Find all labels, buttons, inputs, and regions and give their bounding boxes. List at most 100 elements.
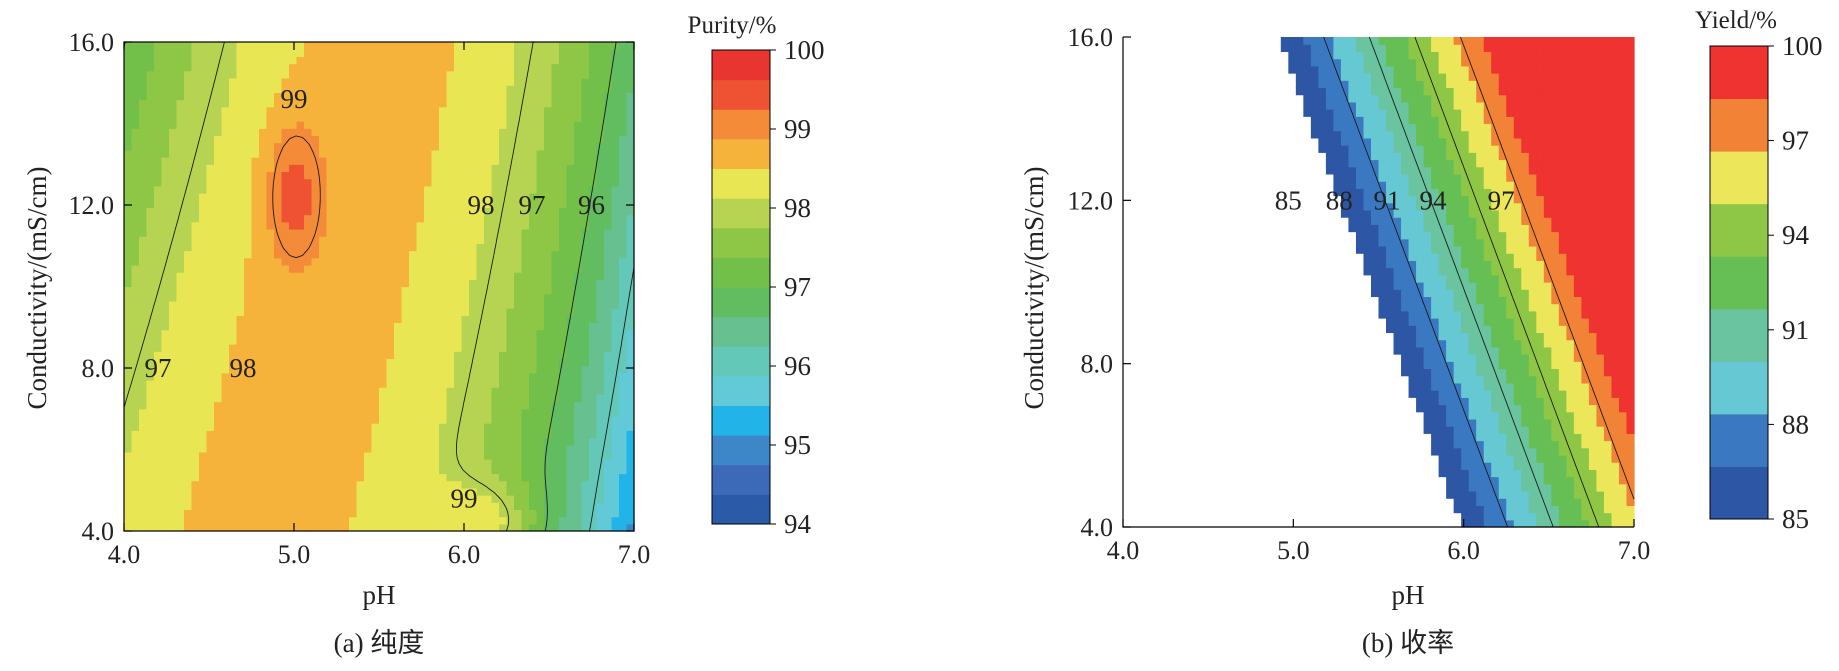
contour-cell [581,300,590,309]
contour-cell [581,272,590,280]
contour-cell [334,157,343,165]
contour-cell [379,70,388,79]
contour-cell [604,92,613,101]
contour-cell [461,264,470,273]
contour-cell [1378,209,1387,218]
contour-cell [431,221,440,230]
contour-cell [311,92,320,101]
contour-cell [251,466,260,475]
contour-cell [169,329,178,338]
contour-cell [206,228,215,237]
contour-cell [596,221,605,230]
contour-cell [206,207,215,216]
contour-cell [139,459,148,467]
contour-cell [559,336,568,345]
contour-cell [626,415,635,424]
contour-cell [626,437,635,446]
contour-cell [551,379,560,388]
contour-cell [341,200,350,208]
contour-cell [1340,130,1350,139]
contour-cell [544,257,553,266]
contour-cell [386,243,395,252]
contour-cell [454,437,463,446]
contour-cell [409,473,418,482]
contour-cell [439,214,448,223]
contour-cell [1288,44,1297,53]
contour-cell [349,308,358,316]
contour-cell [394,336,403,345]
contour-cell [514,106,523,115]
contour-cell [499,228,508,237]
contour-cell [356,300,365,309]
contour-cell [394,121,403,129]
contour-cell [581,207,590,216]
contour-cell [334,272,343,280]
contour-cell [424,236,433,244]
contour-cell [626,128,635,137]
contour-cell [146,128,155,137]
contour-cell [259,250,268,259]
contour-cell [529,423,538,431]
contour-cell [229,336,238,345]
contour-cell [296,430,305,439]
contour-cell [454,193,463,201]
contour-cell [619,56,628,65]
contour-cell [476,49,485,57]
contour-cell [536,149,545,158]
contour-cell [566,408,575,417]
contour-cell [236,85,245,93]
contour-cell [124,92,133,101]
contour-cell [1303,87,1312,96]
contour-cell [409,272,418,280]
contour-cell [574,178,583,187]
contour-cell [514,149,523,158]
contour-cell [499,99,508,108]
contour-cell [536,178,545,187]
contour-cell [349,473,358,482]
contour-cell [334,430,343,439]
contour-cell [154,415,163,424]
contour-cell [1370,202,1380,211]
contour-cell [604,437,613,446]
contour-cell [566,250,575,259]
contour-cell [1370,137,1380,146]
contour-cell [319,56,328,65]
contour-cell [529,185,538,194]
contour-cell [214,42,223,50]
contour-cell [319,401,328,410]
contour-cell [626,42,635,50]
contour-cell [199,358,208,367]
contour-cell [401,293,410,302]
contour-cell [289,365,298,374]
contour-cell [1333,181,1342,189]
contour-cell [581,171,590,180]
contour-cell [281,63,290,72]
contour-cell [469,459,478,467]
contour-cell [446,459,455,467]
contour-cell [581,113,590,122]
contour-cell [469,77,478,86]
contour-cell [274,85,283,93]
contour-cell [244,228,253,237]
contour-cell [236,142,245,151]
contour-cell [296,236,305,244]
contour-cell [446,49,455,57]
contour-cell [439,42,448,50]
contour-cell [371,408,380,417]
contour-cell [626,466,635,475]
contour-cell [289,56,298,65]
contour-cell [349,113,358,122]
contour-cell [1310,80,1319,89]
contour-cell [619,480,628,489]
contour-cell [206,286,215,295]
contour-cell [259,415,268,424]
contour-cell [184,221,193,230]
contour-cell [341,42,350,50]
contour-cell [386,63,395,72]
contour-cell [409,113,418,122]
contour-cell [581,128,590,137]
contour-cell [326,49,335,57]
contour-cell [1378,224,1387,233]
contour-cell [199,437,208,446]
contour-cell [259,106,268,115]
